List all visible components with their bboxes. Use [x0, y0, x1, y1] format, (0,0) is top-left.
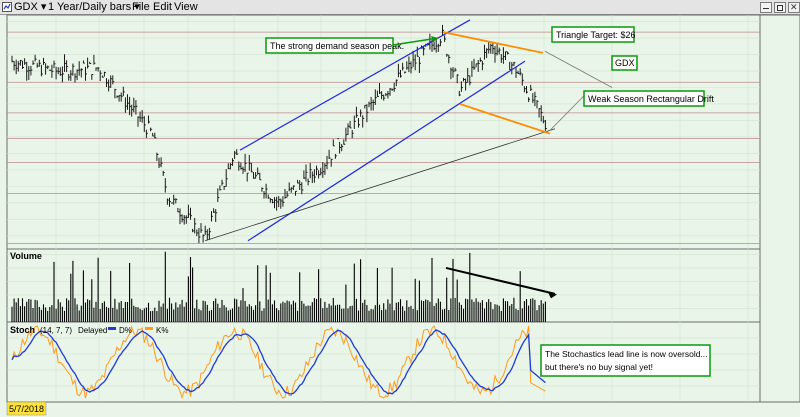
target-pointer	[544, 50, 613, 88]
stoch-note-line-1: The Stochastics lead line is now oversol…	[545, 349, 708, 359]
volume-arrow-icon	[548, 292, 557, 299]
target-box	[551, 26, 635, 43]
chart-toolbar: GDX ▾ 1 Year/Daily bars ▾ File Edit View…	[0, 0, 800, 15]
stoch-note-box	[540, 344, 711, 377]
stoch-params: (14, 7, 7)	[40, 326, 72, 335]
stoch-note-line-2: but there's no buy signal yet!	[545, 362, 653, 372]
chart-app-icon[interactable]	[2, 0, 12, 16]
menu-view[interactable]: View	[174, 1, 198, 13]
d-legend-label: D%	[119, 326, 132, 335]
drift-pointer	[549, 95, 585, 131]
triangle-upper-line	[442, 31, 544, 54]
y-axis-area	[759, 14, 800, 403]
menu-edit[interactable]: Edit	[153, 1, 172, 13]
chevron-down-icon: ▾	[40, 1, 47, 13]
peak-note-box	[265, 37, 394, 54]
triangle-lower-line	[459, 103, 551, 135]
triangle-target: Triangle Target: $26	[556, 30, 636, 40]
minimize-icon[interactable]	[760, 2, 772, 13]
chevron-down-icon: ▾	[134, 1, 140, 13]
d-legend-swatch	[108, 327, 116, 330]
drift-box	[583, 90, 705, 107]
start-date-label: 5/7/2018	[9, 404, 44, 414]
maximize-icon[interactable]	[774, 2, 786, 13]
support-line	[204, 128, 556, 242]
period-label: 1 Year/Daily bars	[48, 1, 132, 13]
k-line	[11, 325, 546, 400]
gdx-chart: Volume Stoch (14, 7, 7) Delayed D% K% Th…	[6, 14, 800, 416]
stoch-mode: Delayed	[78, 326, 107, 335]
symbol-selector[interactable]: GDX ▾	[14, 0, 46, 14]
k-legend-swatch	[145, 327, 153, 330]
menu-file[interactable]: File	[132, 1, 150, 13]
peak-note: The strong demand season peak.	[270, 41, 404, 51]
peak-note-pointer	[392, 37, 439, 46]
volume-trend-line	[445, 266, 556, 295]
k-legend-label: K%	[156, 326, 168, 335]
close-icon[interactable]: ✕	[788, 2, 800, 13]
volume-title: Volume	[10, 251, 42, 261]
start-date-badge	[6, 401, 47, 416]
channel-upper-line	[239, 19, 471, 151]
drift-note: Weak Season Rectangular Drift	[588, 94, 714, 104]
period-selector[interactable]: 1 Year/Daily bars ▾	[48, 0, 140, 14]
stoch-title: Stoch	[10, 325, 35, 335]
channel-lower-line	[247, 60, 526, 242]
d-line	[11, 329, 546, 395]
ticker-box	[611, 55, 638, 71]
symbol-label: GDX	[14, 1, 38, 13]
peak-arrow-icon	[431, 36, 438, 42]
ticker-label: GDX	[615, 58, 635, 68]
price-panel	[6, 14, 761, 250]
